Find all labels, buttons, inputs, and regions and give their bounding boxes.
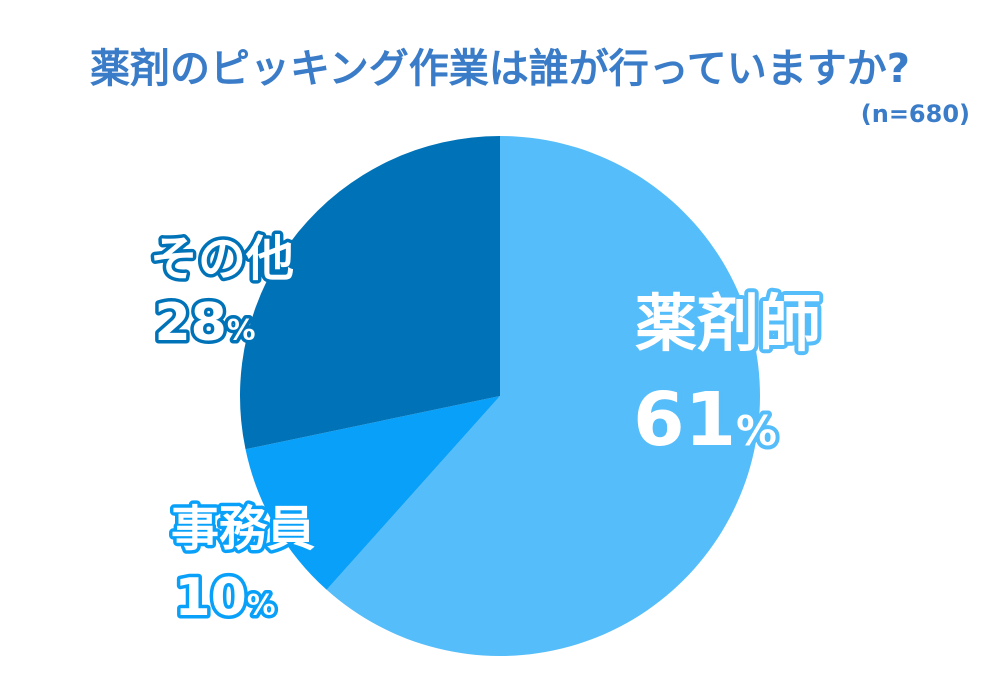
chart-subtitle: (n=680): [861, 100, 970, 128]
pie-slice-2: [245, 396, 500, 590]
slice-value-label: 28%: [154, 293, 255, 353]
chart-title: 薬剤のピッキング作業は誰が行っていますか?: [90, 46, 910, 92]
slice-label: 薬剤師: [635, 287, 821, 360]
slice-value-label: 10%: [174, 568, 275, 628]
slice-label: その他: [150, 231, 294, 287]
pie-slice-1: [326, 136, 760, 656]
pie-slice-3: [240, 136, 500, 450]
slice-label: 事務員: [171, 501, 315, 557]
slice-value-label: 61%: [633, 377, 777, 463]
